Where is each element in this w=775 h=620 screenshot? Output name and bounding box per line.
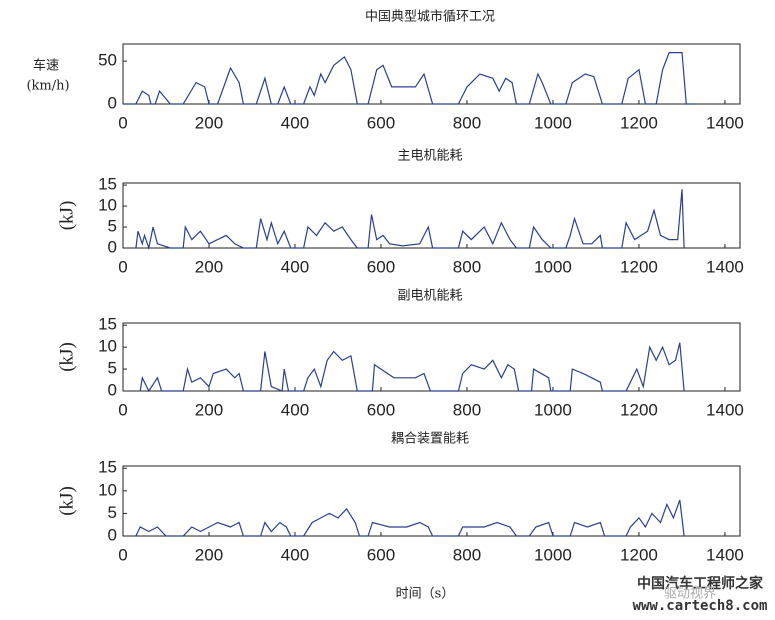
plot-frame xyxy=(122,182,741,249)
x-tick-label: 200 xyxy=(195,400,223,419)
x-tick-label: 800 xyxy=(453,545,481,564)
y-axis-unit: (km/h) xyxy=(26,79,69,94)
y-tick-label: 10 xyxy=(98,196,117,215)
x-tick-label: 600 xyxy=(367,400,395,419)
x-tick-label: 1200 xyxy=(620,545,658,564)
y-tick-label: 0 xyxy=(108,380,117,399)
x-tick-label: 600 xyxy=(367,257,395,276)
x-tick-label: 0 xyxy=(118,545,127,564)
x-tick-label: 0 xyxy=(118,400,127,419)
y-tick-label: 0 xyxy=(108,525,117,544)
y-axis-label: 车速 xyxy=(33,58,59,74)
data-line xyxy=(135,189,685,251)
x-tick-label: 400 xyxy=(281,257,309,276)
x-tick-label: 800 xyxy=(453,400,481,419)
x-tick-label: 200 xyxy=(195,113,223,132)
y-axis-label: (kJ) xyxy=(56,342,77,372)
y-tick-label: 15 xyxy=(98,175,117,194)
plot-frame xyxy=(122,322,741,392)
y-tick-label: 15 xyxy=(98,315,117,334)
x-tick-label: 1200 xyxy=(620,113,658,132)
x-tick-label: 1000 xyxy=(534,400,572,419)
y-tick-label: 0 xyxy=(108,93,117,112)
x-axis-label: 时间（s） xyxy=(396,587,455,602)
y-tick-label: 50 xyxy=(98,51,117,70)
x-tick-label: 400 xyxy=(281,113,309,132)
x-tick-label: 600 xyxy=(367,113,395,132)
chart-title: 副电机能耗 xyxy=(397,289,462,304)
y-tick-label: 15 xyxy=(98,458,117,477)
y-tick-label: 10 xyxy=(98,480,117,499)
y-tick-label: 10 xyxy=(98,337,117,356)
plot-frame xyxy=(122,43,741,105)
chart-title: 中国典型城市循环工况 xyxy=(365,9,495,25)
x-tick-label: 1400 xyxy=(706,400,744,419)
x-tick-label: 1000 xyxy=(534,113,572,132)
watermark-sub: 驱动视界 xyxy=(664,587,716,602)
y-axis-label: (kJ) xyxy=(56,201,77,231)
x-tick-label: 1400 xyxy=(706,545,744,564)
x-tick-label: 800 xyxy=(453,257,481,276)
data-line xyxy=(135,499,685,537)
y-axis-label: (kJ) xyxy=(56,486,77,516)
x-tick-label: 1400 xyxy=(706,113,744,132)
y-tick-label: 5 xyxy=(108,217,117,236)
data-line xyxy=(123,52,695,105)
chart-title: 耦合装置能耗 xyxy=(391,432,469,447)
plot-frame xyxy=(122,465,741,537)
x-tick-label: 1000 xyxy=(534,545,572,564)
watermark-title: 中国汽车工程师之家 xyxy=(637,575,764,592)
x-tick-label: 400 xyxy=(281,545,309,564)
x-tick-label: 1400 xyxy=(706,257,744,276)
x-tick-label: 600 xyxy=(367,545,395,564)
chart-title: 主电机能耗 xyxy=(397,149,462,164)
x-tick-label: 1200 xyxy=(620,257,658,276)
x-tick-label: 200 xyxy=(195,545,223,564)
x-tick-label: 0 xyxy=(118,113,127,132)
x-tick-label: 1200 xyxy=(620,400,658,419)
x-tick-label: 400 xyxy=(281,400,309,419)
y-tick-label: 5 xyxy=(108,503,117,522)
x-tick-label: 200 xyxy=(195,257,223,276)
data-line xyxy=(139,342,685,393)
y-tick-label: 5 xyxy=(108,359,117,378)
x-tick-label: 0 xyxy=(118,257,127,276)
watermark-url: www.cartech8.com xyxy=(633,598,768,614)
x-tick-label: 800 xyxy=(453,113,481,132)
y-tick-label: 0 xyxy=(108,237,117,256)
x-tick-label: 1000 xyxy=(534,257,572,276)
